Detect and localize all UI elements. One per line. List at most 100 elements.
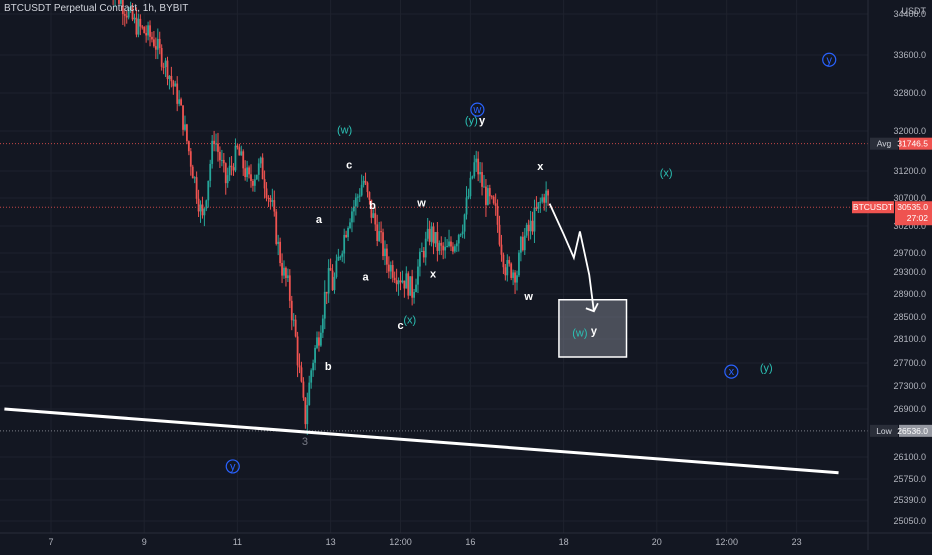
candle: [329, 268, 332, 271]
candle: [541, 197, 544, 202]
candle: [265, 188, 268, 198]
candle: [271, 200, 274, 202]
candle: [525, 224, 528, 236]
candle: [273, 200, 276, 212]
candle: [298, 365, 301, 368]
candle: [156, 38, 159, 50]
candle: [286, 275, 289, 278]
candle: [220, 159, 223, 161]
candle: [304, 397, 307, 425]
x-tick-label: 23: [792, 537, 802, 547]
y-tick-label: 27700.0: [893, 358, 926, 368]
candle: [121, 0, 124, 15]
candle: [187, 141, 190, 152]
candle: [362, 180, 365, 185]
candle: [401, 280, 404, 283]
y-tick-label: 34400.0: [893, 9, 926, 19]
candle: [263, 179, 266, 189]
candle: [374, 213, 377, 225]
candle: [533, 207, 536, 232]
candle: [448, 241, 450, 247]
y-tick-label: 32800.0: [893, 88, 926, 98]
candle: [347, 228, 349, 238]
candle: [419, 251, 421, 267]
candle: [120, 0, 122, 4]
y-tick-label: 32000.0: [893, 126, 926, 136]
candle: [413, 292, 415, 298]
candle: [219, 151, 221, 161]
candle: [411, 276, 414, 298]
candle: [193, 177, 196, 179]
price-tag-name-bg: [870, 424, 898, 437]
candle: [207, 180, 210, 201]
x-tick-label: 20: [652, 537, 662, 547]
candle: [506, 260, 509, 276]
candle: [129, 6, 132, 11]
candle: [514, 272, 516, 283]
candle: [195, 177, 198, 199]
y-tick-label: 28500.0: [893, 312, 926, 322]
price-tag-name-bg: [852, 201, 894, 214]
candle: [391, 265, 394, 278]
candle: [250, 174, 252, 181]
candle: [527, 224, 530, 232]
candle: [459, 234, 462, 236]
candle: [473, 162, 476, 177]
candle: [141, 26, 144, 28]
candle: [147, 25, 149, 36]
candle: [339, 256, 342, 258]
candle: [372, 213, 375, 218]
candle: [222, 159, 225, 164]
candle: [240, 151, 243, 156]
trendline: [4, 407, 839, 475]
candle: [226, 175, 229, 184]
candle: [337, 256, 340, 261]
candle: [131, 6, 134, 20]
candle: [547, 190, 549, 196]
price-tag-bg: [895, 201, 932, 226]
candle: [191, 166, 194, 179]
candle: [496, 205, 499, 225]
wave-label: b: [369, 200, 376, 212]
candle: [125, 15, 128, 18]
candle: [345, 234, 348, 238]
wave-label: c: [346, 160, 352, 172]
candle: [257, 163, 260, 175]
candle: [397, 280, 400, 285]
candle: [178, 99, 181, 104]
candle: [279, 241, 282, 264]
price-tag-bg: [899, 137, 932, 150]
candle: [242, 151, 245, 169]
candle: [201, 204, 204, 216]
price-tag-name-bg: [870, 137, 898, 150]
y-tick-label: 27300.0: [893, 381, 926, 391]
candle: [539, 201, 542, 203]
wave-label: b: [325, 361, 332, 373]
wave-label: 3: [302, 436, 308, 448]
price-tag-name: Avg: [877, 139, 892, 149]
candle: [292, 319, 295, 321]
candle: [145, 33, 148, 36]
wave-label: x: [430, 269, 437, 281]
candle: [519, 236, 522, 253]
candle: [378, 231, 381, 242]
y-tick-label: 25050.0: [893, 516, 926, 526]
candle: [217, 143, 219, 152]
candle: [331, 270, 334, 291]
wave-label: (x): [403, 315, 416, 327]
candle: [405, 273, 408, 289]
candle: [164, 60, 167, 68]
candle: [438, 242, 441, 251]
candle: [290, 300, 293, 321]
candle: [370, 199, 373, 218]
candle: [139, 18, 142, 27]
candle: [409, 276, 412, 296]
candle: [452, 246, 454, 252]
candle: [368, 192, 371, 200]
candle: [389, 265, 392, 272]
candle: [516, 275, 518, 283]
candle: [422, 250, 425, 258]
candle: [395, 280, 398, 285]
